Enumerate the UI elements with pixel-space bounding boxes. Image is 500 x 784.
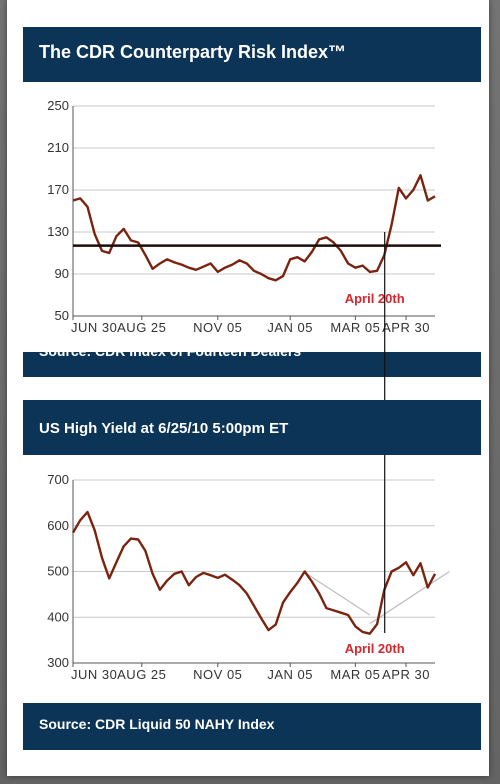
april-20th-annotation: April 20th [345, 291, 405, 306]
x-tick-label: AUG 25 [117, 667, 166, 682]
y-tick-label: 90 [55, 266, 69, 281]
x-tick-label: MAR 05 [330, 667, 380, 682]
april-20th-annotation: April 20th [345, 641, 405, 656]
y-tick-label: 400 [47, 609, 69, 624]
cdr-index-chart: 50 90 130 170 210 250 JUN 30 AUG 25 NOV 05 JAN 05… [47, 98, 441, 335]
chart-source: Source: CDR Index of Fourteen Dealers [39, 343, 302, 359]
x-tick-label: APR 30 [382, 320, 430, 335]
y-tick-label: 300 [47, 655, 69, 670]
series-line [71, 510, 437, 635]
x-tick-label: JAN 05 [267, 320, 313, 335]
x-tick-label: JAN 05 [267, 667, 313, 682]
panel-title: The CDR Counterparty Risk Index™ [39, 42, 347, 62]
trend-line [304, 571, 371, 616]
y-tick-label: 500 [47, 564, 69, 579]
trend-line [369, 570, 450, 625]
x-tick-label: AUG 25 [117, 320, 166, 335]
cdr-index-panel: The CDR Counterparty Risk Index™ 50 90 130… [23, 27, 481, 377]
y-tick-label: 130 [47, 224, 69, 239]
y-tick-label: 170 [47, 182, 69, 197]
x-tick-label: JUN 30 [71, 667, 117, 682]
series-line [72, 174, 436, 282]
chart-area: 50 90 130 170 210 250 JUN 30 AUG 25 NOV 05 JAN 05… [23, 82, 481, 352]
high-yield-panel: US High Yield at 6/25/10 5:00pm ET 300 40… [23, 400, 481, 750]
x-tick-label: NOV 05 [193, 667, 242, 682]
y-tick-label: 250 [47, 98, 69, 113]
y-tick-label: 210 [47, 140, 69, 155]
x-tick-label: NOV 05 [193, 320, 242, 335]
y-tick-label: 600 [47, 518, 69, 533]
chart-area: 300 400 500 600 700 JUN 30 AUG 25 NOV 05 JAN 05 M… [23, 455, 481, 703]
content-frame: The CDR Counterparty Risk Index™ 50 90 130… [7, 0, 489, 776]
chart-source: Source: CDR Liquid 50 NAHY Index [39, 716, 275, 732]
panel-title: US High Yield at 6/25/10 5:00pm ET [39, 420, 289, 437]
x-tick-label: JUN 30 [71, 320, 117, 335]
y-tick-label: 50 [55, 308, 69, 323]
x-tick-label: MAR 05 [330, 320, 380, 335]
x-tick-label: APR 30 [382, 667, 430, 682]
high-yield-chart: 300 400 500 600 700 JUN 30 AUG 25 NOV 05 JAN 05 M… [47, 472, 450, 682]
y-tick-label: 700 [47, 472, 69, 487]
